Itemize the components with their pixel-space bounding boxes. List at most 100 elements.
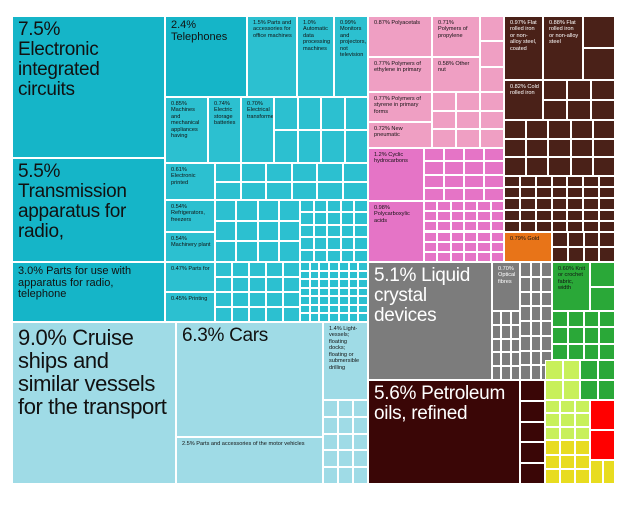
treemap-minor-tile bbox=[432, 129, 456, 148]
treemap-minor-tile bbox=[319, 262, 330, 271]
treemap-minor-tile bbox=[215, 241, 237, 262]
treemap-minor-tile bbox=[424, 148, 444, 162]
treemap-minor-tile bbox=[278, 220, 300, 242]
treemap-minor-tile bbox=[599, 232, 615, 247]
treemap-minor-tile bbox=[464, 251, 478, 262]
treemap-minor-tile bbox=[545, 360, 563, 380]
treemap-minor-tile bbox=[444, 148, 464, 162]
treemap-minor-tiles bbox=[545, 360, 580, 400]
treemap-minor-tile bbox=[504, 157, 527, 176]
treemap-minor-tile bbox=[575, 469, 590, 484]
treemap-tile: 7.5% Electronic integrated circuits bbox=[12, 16, 165, 158]
treemap-minor-tile bbox=[591, 80, 615, 100]
treemap-minor-tile bbox=[480, 110, 504, 130]
treemap-minor-tile bbox=[552, 247, 568, 262]
treemap-minor-tile bbox=[283, 292, 300, 307]
treemap-minor-tile bbox=[354, 224, 368, 238]
treemap-minor-tiles bbox=[424, 201, 504, 262]
treemap-minor-tile bbox=[583, 187, 600, 199]
treemap-minor-tile bbox=[519, 198, 536, 210]
treemap-minor-tile bbox=[450, 201, 464, 212]
treemap-tile: 0.97% Flat rolled iron or non-alloy stee… bbox=[504, 16, 543, 80]
treemap-minor-tile bbox=[520, 421, 545, 443]
treemap-minor-tile bbox=[432, 110, 456, 130]
treemap-minor-tile bbox=[480, 129, 504, 148]
treemap-minor-tile bbox=[309, 313, 320, 322]
treemap-minor-tile bbox=[535, 209, 552, 221]
tile-label: 1.0% Automatic data processing machines bbox=[303, 20, 331, 52]
tile-label: 0.88% Flat rolled iron or non-alloy stee… bbox=[549, 20, 579, 46]
treemap-minor-tile bbox=[526, 120, 549, 139]
treemap-minor-tile bbox=[520, 380, 545, 401]
treemap-minor-tiles bbox=[480, 16, 504, 92]
treemap-minor-tile bbox=[551, 187, 568, 199]
treemap-minor-tile bbox=[560, 454, 575, 470]
treemap-minor-tile bbox=[319, 287, 330, 297]
treemap-minor-tile bbox=[501, 366, 511, 380]
treemap-tile: 1.5% Parts and accessories for office ma… bbox=[247, 16, 297, 97]
treemap-minor-tile bbox=[530, 306, 542, 321]
treemap-minor-tile bbox=[504, 120, 527, 139]
treemap-minor-tile bbox=[567, 220, 584, 232]
treemap-minor-tile bbox=[464, 161, 484, 175]
tile-label: 2.5% Parts and accessories of the motor … bbox=[182, 441, 305, 447]
treemap-minor-tile bbox=[309, 296, 320, 305]
treemap-minor-tile bbox=[348, 304, 359, 314]
tile-label: 0.61% Electronic printed bbox=[171, 167, 196, 186]
treemap-minor-tile bbox=[437, 231, 451, 242]
treemap-minor-tile bbox=[492, 366, 502, 380]
treemap-tile: 0.98% Polycarboxylic acids bbox=[368, 201, 424, 262]
treemap-minor-tile bbox=[567, 198, 584, 210]
treemap-minor-tile bbox=[541, 291, 552, 307]
treemap-minor-tile bbox=[215, 262, 232, 277]
treemap-minor-tile bbox=[257, 241, 279, 262]
treemap-minor-tile bbox=[484, 161, 504, 175]
treemap-minor-tile bbox=[309, 262, 320, 271]
treemap-tile: 0.45% Printing bbox=[165, 292, 215, 322]
treemap-minor-tile bbox=[477, 211, 491, 222]
treemap-tile: 0.71% Polymers of propylene bbox=[432, 16, 480, 57]
treemap-minor-tile bbox=[354, 200, 368, 213]
treemap-minor-tile bbox=[519, 187, 536, 199]
treemap-minor-tile bbox=[477, 231, 491, 242]
treemap-minor-tile bbox=[300, 237, 314, 250]
treemap-minor-tile bbox=[353, 416, 368, 434]
treemap-minor-tile bbox=[590, 460, 603, 484]
treemap-minor-tile bbox=[519, 176, 536, 188]
treemap-minor-tile bbox=[591, 100, 615, 120]
treemap-minor-tile bbox=[464, 187, 484, 201]
treemap-minor-tile bbox=[583, 311, 600, 328]
treemap-minor-tile bbox=[501, 311, 511, 325]
treemap-tile: 1.2% Cyclic hydrocarbons bbox=[368, 148, 424, 201]
treemap-tile: 0.47% Parts for bbox=[165, 262, 215, 292]
treemap-minor-tiles bbox=[274, 97, 368, 163]
treemap-minor-tile bbox=[215, 181, 241, 200]
treemap-minor-tile bbox=[551, 176, 568, 188]
treemap-minor-tiles bbox=[215, 200, 300, 262]
treemap-minor-tiles bbox=[520, 380, 545, 484]
treemap-minor-tile bbox=[297, 130, 321, 163]
treemap-minor-tile bbox=[353, 400, 368, 417]
treemap-minor-tile bbox=[249, 292, 266, 307]
tile-label: 2.4% Telephones bbox=[171, 19, 228, 43]
treemap-tile: 0.87% Polyacetals bbox=[368, 16, 432, 57]
treemap-minor-tile bbox=[327, 249, 341, 262]
treemap-minor-tiles bbox=[215, 163, 368, 200]
treemap-minor-tile bbox=[510, 324, 520, 339]
treemap-minor-tile bbox=[358, 270, 368, 280]
treemap-minor-tile bbox=[590, 400, 615, 430]
treemap-minor-tile bbox=[338, 416, 353, 434]
treemap-minor-tile bbox=[583, 48, 615, 80]
treemap-minor-tile bbox=[329, 287, 339, 297]
treemap-minor-tile bbox=[340, 224, 355, 238]
treemap-tile: 0.54% Refrigerators, freezers bbox=[165, 200, 215, 232]
treemap-tile: 0.85% Machines and mechanical appliances… bbox=[165, 97, 208, 163]
treemap-minor-tile bbox=[358, 262, 368, 271]
treemap-minor-tile bbox=[504, 209, 520, 221]
treemap-minor-tile bbox=[444, 161, 464, 175]
treemap-minor-tile bbox=[278, 200, 300, 221]
treemap-minor-tile bbox=[464, 201, 478, 212]
treemap-minor-tile bbox=[510, 352, 520, 367]
tile-label: 0.82% Cold rolled iron bbox=[510, 84, 539, 97]
treemap-minor-tile bbox=[520, 291, 531, 307]
